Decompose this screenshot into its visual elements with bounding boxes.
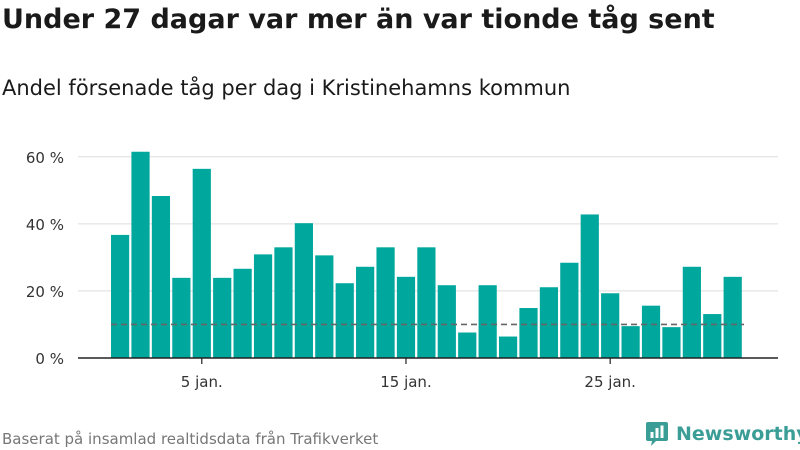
- bar: [601, 293, 620, 358]
- bar: [498, 336, 518, 358]
- bar: [478, 285, 497, 358]
- bar: [172, 277, 191, 358]
- bar: [580, 214, 599, 358]
- y-tick-label: 60 %: [26, 149, 64, 167]
- bar: [356, 266, 375, 358]
- bar: [294, 223, 313, 358]
- bar: [519, 308, 538, 358]
- bar: [213, 277, 232, 358]
- bar: [560, 262, 579, 358]
- y-tick-label: 0 %: [35, 350, 64, 368]
- bar: [253, 254, 273, 358]
- bar: [723, 276, 742, 358]
- bar: [458, 332, 477, 358]
- bar: [376, 247, 395, 358]
- y-tick-label: 40 %: [26, 216, 64, 234]
- bar: [417, 247, 436, 358]
- bar: [437, 285, 456, 358]
- bar: [662, 327, 681, 358]
- x-tick-label: 5 jan.: [181, 373, 223, 391]
- bar: [111, 234, 130, 358]
- source-note: Baserat på insamlad realtidsdata från Tr…: [2, 430, 379, 448]
- bar: [396, 276, 416, 358]
- bar: [233, 268, 252, 358]
- bar: [335, 283, 354, 358]
- chart-title: Under 27 dagar var mer än var tionde tåg…: [2, 4, 715, 35]
- brand-name: Newsworthy: [676, 423, 800, 445]
- bar: [131, 151, 150, 358]
- bar: [703, 314, 722, 358]
- bar: [539, 287, 559, 358]
- bar: [682, 266, 701, 358]
- bar-chart: 0 % 20 % 40 % 60 % 5 jan. 15 jan. 25 jan.: [26, 149, 778, 391]
- bar: [274, 247, 293, 358]
- x-tick-label: 15 jan.: [380, 373, 432, 391]
- y-tick-label: 20 %: [26, 283, 64, 301]
- bar: [641, 305, 661, 358]
- newsworthy-logo-icon: [646, 422, 668, 446]
- bar: [315, 255, 334, 358]
- bar: [151, 196, 171, 358]
- chart-subtitle: Andel försenade tåg per dag i Kristineha…: [2, 76, 571, 100]
- bar: [621, 326, 640, 358]
- bar: [192, 168, 211, 358]
- newsworthy-brand[interactable]: Newsworthy: [645, 421, 800, 447]
- x-tick-label: 25 jan.: [584, 373, 636, 391]
